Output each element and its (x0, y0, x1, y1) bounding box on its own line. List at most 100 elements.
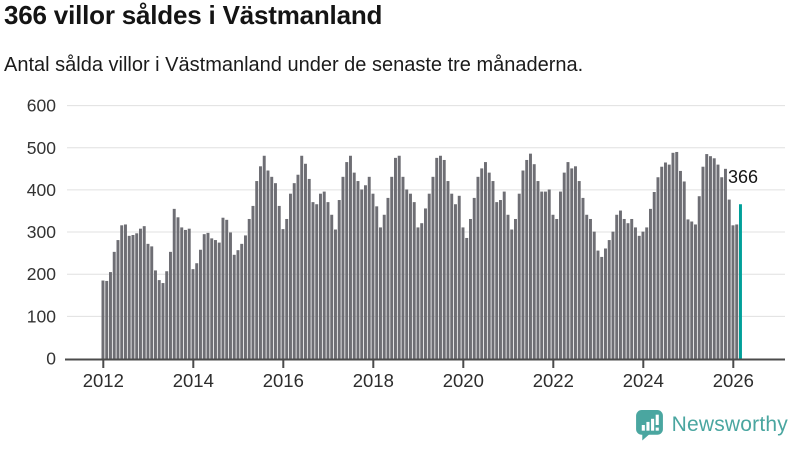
bar (217, 242, 221, 359)
bar (510, 229, 514, 359)
bar (139, 228, 142, 359)
x-axis-tick-label: 2022 (533, 370, 574, 391)
bar (667, 164, 671, 359)
highlight-value-label: 366 (728, 167, 759, 187)
bar (619, 210, 622, 359)
bar (304, 163, 307, 359)
bar (330, 214, 334, 359)
bar (157, 280, 161, 359)
bar (382, 214, 386, 359)
bar (566, 162, 570, 359)
bar (536, 181, 540, 359)
bar (307, 178, 311, 359)
bar (289, 193, 292, 359)
x-axis-tick-label: 2014 (173, 370, 214, 391)
bar (727, 199, 731, 359)
bar (401, 176, 405, 359)
bar (555, 218, 559, 359)
bar (394, 157, 397, 359)
bar (686, 219, 690, 359)
bar (626, 223, 630, 359)
bar (671, 152, 675, 359)
bar (630, 218, 634, 359)
bar (502, 191, 506, 359)
bar (634, 227, 637, 359)
bar (487, 172, 491, 359)
bar (352, 172, 356, 359)
bar (472, 197, 476, 359)
x-axis-tick-label: 2018 (353, 370, 394, 391)
y-axis-tick-label: 100 (27, 306, 56, 326)
bar (202, 234, 206, 359)
bar (652, 192, 656, 359)
bar (469, 218, 472, 359)
bar (165, 271, 169, 359)
bar (412, 202, 416, 359)
bar (371, 193, 375, 359)
bar (247, 218, 251, 359)
bar (184, 229, 187, 359)
bar (517, 193, 521, 359)
bar (600, 256, 604, 359)
bar (386, 197, 390, 359)
bar (390, 176, 394, 359)
bar (319, 193, 322, 359)
bar (709, 156, 712, 359)
bar (607, 240, 611, 359)
bar (589, 218, 592, 359)
x-axis-tick-label: 2012 (83, 370, 124, 391)
bar (544, 191, 547, 359)
bar (161, 283, 165, 359)
bar (446, 181, 450, 359)
bar (596, 250, 600, 359)
bar (334, 229, 337, 359)
bar (296, 174, 300, 359)
bar (281, 229, 285, 359)
bar (274, 183, 277, 359)
bar (345, 162, 349, 359)
bar (649, 208, 652, 359)
x-axis-tick-label: 2020 (443, 370, 484, 391)
bar (150, 246, 154, 359)
bar (364, 185, 367, 359)
bar (285, 218, 289, 359)
bar (229, 232, 232, 359)
bar (514, 218, 517, 359)
bar (559, 191, 562, 359)
bar (180, 227, 184, 359)
bar (326, 202, 330, 359)
bar (101, 280, 105, 359)
bar (232, 254, 236, 359)
bar (712, 158, 716, 359)
bar (529, 153, 532, 359)
bar (116, 240, 120, 359)
bar (206, 232, 210, 359)
bar (397, 155, 401, 359)
bar (255, 181, 259, 359)
bar (679, 170, 682, 359)
bar (431, 176, 435, 359)
bar (322, 191, 326, 359)
bar (427, 193, 431, 359)
bar (480, 168, 484, 359)
bar (424, 208, 427, 359)
bar (476, 176, 480, 359)
bar (356, 181, 360, 359)
brand-name: Newsworthy (671, 413, 788, 436)
bar (664, 162, 667, 359)
bar (682, 181, 686, 359)
newsworthy-logo-icon (635, 410, 663, 441)
bar (154, 270, 157, 359)
bar (176, 217, 180, 359)
bar (311, 202, 315, 359)
y-axis-tick-label: 400 (27, 180, 56, 200)
bar (142, 226, 146, 359)
bar (645, 227, 649, 359)
bar (581, 197, 585, 359)
bar (262, 155, 266, 359)
bar (210, 238, 214, 359)
bar (195, 263, 199, 359)
bar (690, 221, 694, 359)
bar (105, 280, 109, 359)
